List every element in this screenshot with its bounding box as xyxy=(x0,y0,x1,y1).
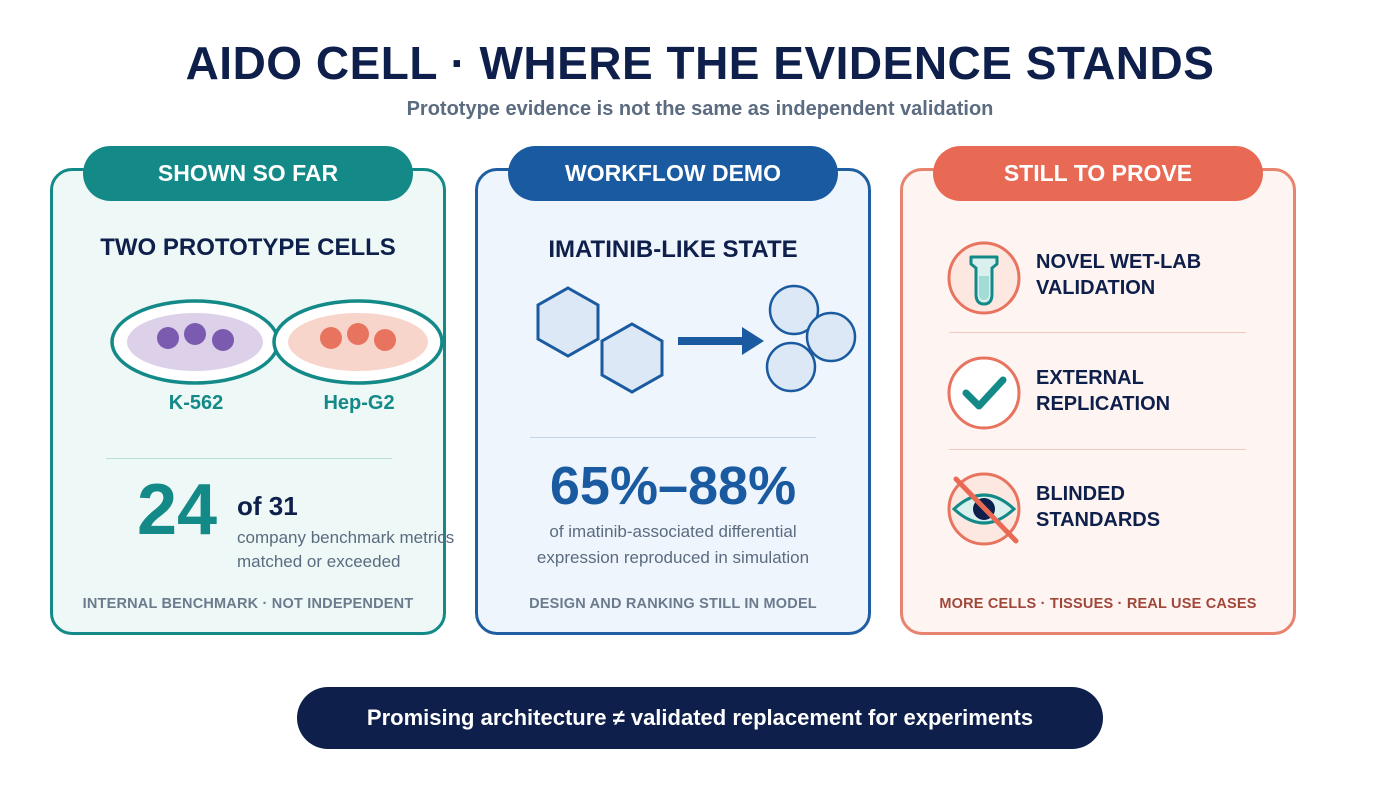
hexagon-molecule-icon xyxy=(536,286,664,394)
card-workflow-demo xyxy=(475,168,871,635)
item-wet-lab-validation: NOVEL WET-LAB VALIDATION xyxy=(1036,251,1202,299)
divider xyxy=(106,458,392,459)
item-external-replication: EXTERNAL REPLICATION xyxy=(1036,367,1171,415)
metric-of-total: of 31 xyxy=(237,491,298,521)
cell-cluster-icon xyxy=(765,284,857,393)
pill-shown-so-far: SHOWN SO FAR xyxy=(83,146,413,201)
divider xyxy=(949,332,1246,333)
metric-description: company benchmark metrics matched or exc… xyxy=(237,528,455,571)
reproduction-range: 65%–88% xyxy=(549,456,797,516)
conclusion-banner: Promising architecture ≠ validated repla… xyxy=(297,687,1103,749)
test-tube-icon xyxy=(947,241,1021,315)
checkmark-icon xyxy=(947,356,1021,430)
heading-two-prototype-cells: TWO PROTOTYPE CELLS xyxy=(100,234,396,261)
cell-label-k562: K-562 xyxy=(168,392,224,414)
item-blinded-standards: BLINDED STANDARDS xyxy=(1036,483,1161,531)
page-subtitle: Prototype evidence is not the same as in… xyxy=(406,98,994,120)
pill-still-to-prove: STILL TO PROVE xyxy=(933,146,1263,201)
eye-slash-icon xyxy=(947,472,1021,546)
footer-internal-benchmark: INTERNAL BENCHMARK · NOT INDEPENDENT xyxy=(82,596,414,612)
cell-hepg2-icon xyxy=(272,299,444,385)
pill-workflow-demo: WORKFLOW DEMO xyxy=(508,146,838,201)
cell-k562-icon xyxy=(110,299,280,385)
divider xyxy=(949,449,1246,450)
footer-more-cells: MORE CELLS · TISSUES · REAL USE CASES xyxy=(939,596,1257,612)
prototype-cells-illustration xyxy=(110,299,444,385)
heading-imatinib-like-state: IMATINIB-LIKE STATE xyxy=(548,236,798,263)
arrow-right-icon xyxy=(678,327,764,355)
workflow-illustration xyxy=(536,284,857,394)
page-title: AIDO CELL · WHERE THE EVIDENCE STANDS xyxy=(185,37,1215,89)
metric-value: 24 xyxy=(137,470,218,550)
divider xyxy=(530,437,816,438)
card-shown-so-far xyxy=(50,168,446,635)
cell-label-hepg2: Hep-G2 xyxy=(323,392,395,414)
footer-design-ranking: DESIGN AND RANKING STILL IN MODEL xyxy=(529,596,817,612)
range-description: of imatinib-associated differential expr… xyxy=(536,522,810,567)
